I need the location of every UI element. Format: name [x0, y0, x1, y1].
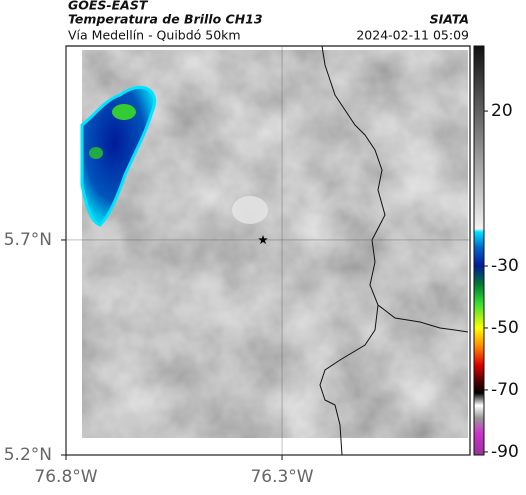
colorbar-label: 20 — [491, 101, 513, 121]
cold-cloud — [80, 85, 156, 227]
source: GOES-EAST — [68, 0, 149, 13]
border — [319, 45, 469, 456]
cloud-core — [112, 104, 136, 120]
subtitle: Vía Medellín - Quibdó 50km — [68, 28, 241, 43]
bright-cloud — [232, 196, 268, 224]
colorbar-label: -70 — [491, 380, 519, 400]
credit: SIATA — [430, 12, 469, 27]
x-tick-label: 76.8°W — [34, 467, 97, 487]
timestamp: 2024-02-11 05:09 — [356, 28, 469, 43]
imagery — [80, 45, 469, 456]
location-marker — [258, 234, 268, 245]
colorbar — [473, 45, 485, 456]
y-tick-label: 5.2°N — [4, 445, 52, 465]
cloud-core — [89, 147, 103, 159]
title: Temperatura de Brillo CH13 — [68, 12, 263, 27]
y-tick-label: 5.7°N — [4, 230, 52, 250]
colorbar-label: -50 — [491, 318, 519, 338]
x-tick-label: 76.3°W — [250, 467, 313, 487]
colorbar-label: -30 — [491, 256, 519, 276]
colorbar-label: -90 — [491, 442, 519, 462]
